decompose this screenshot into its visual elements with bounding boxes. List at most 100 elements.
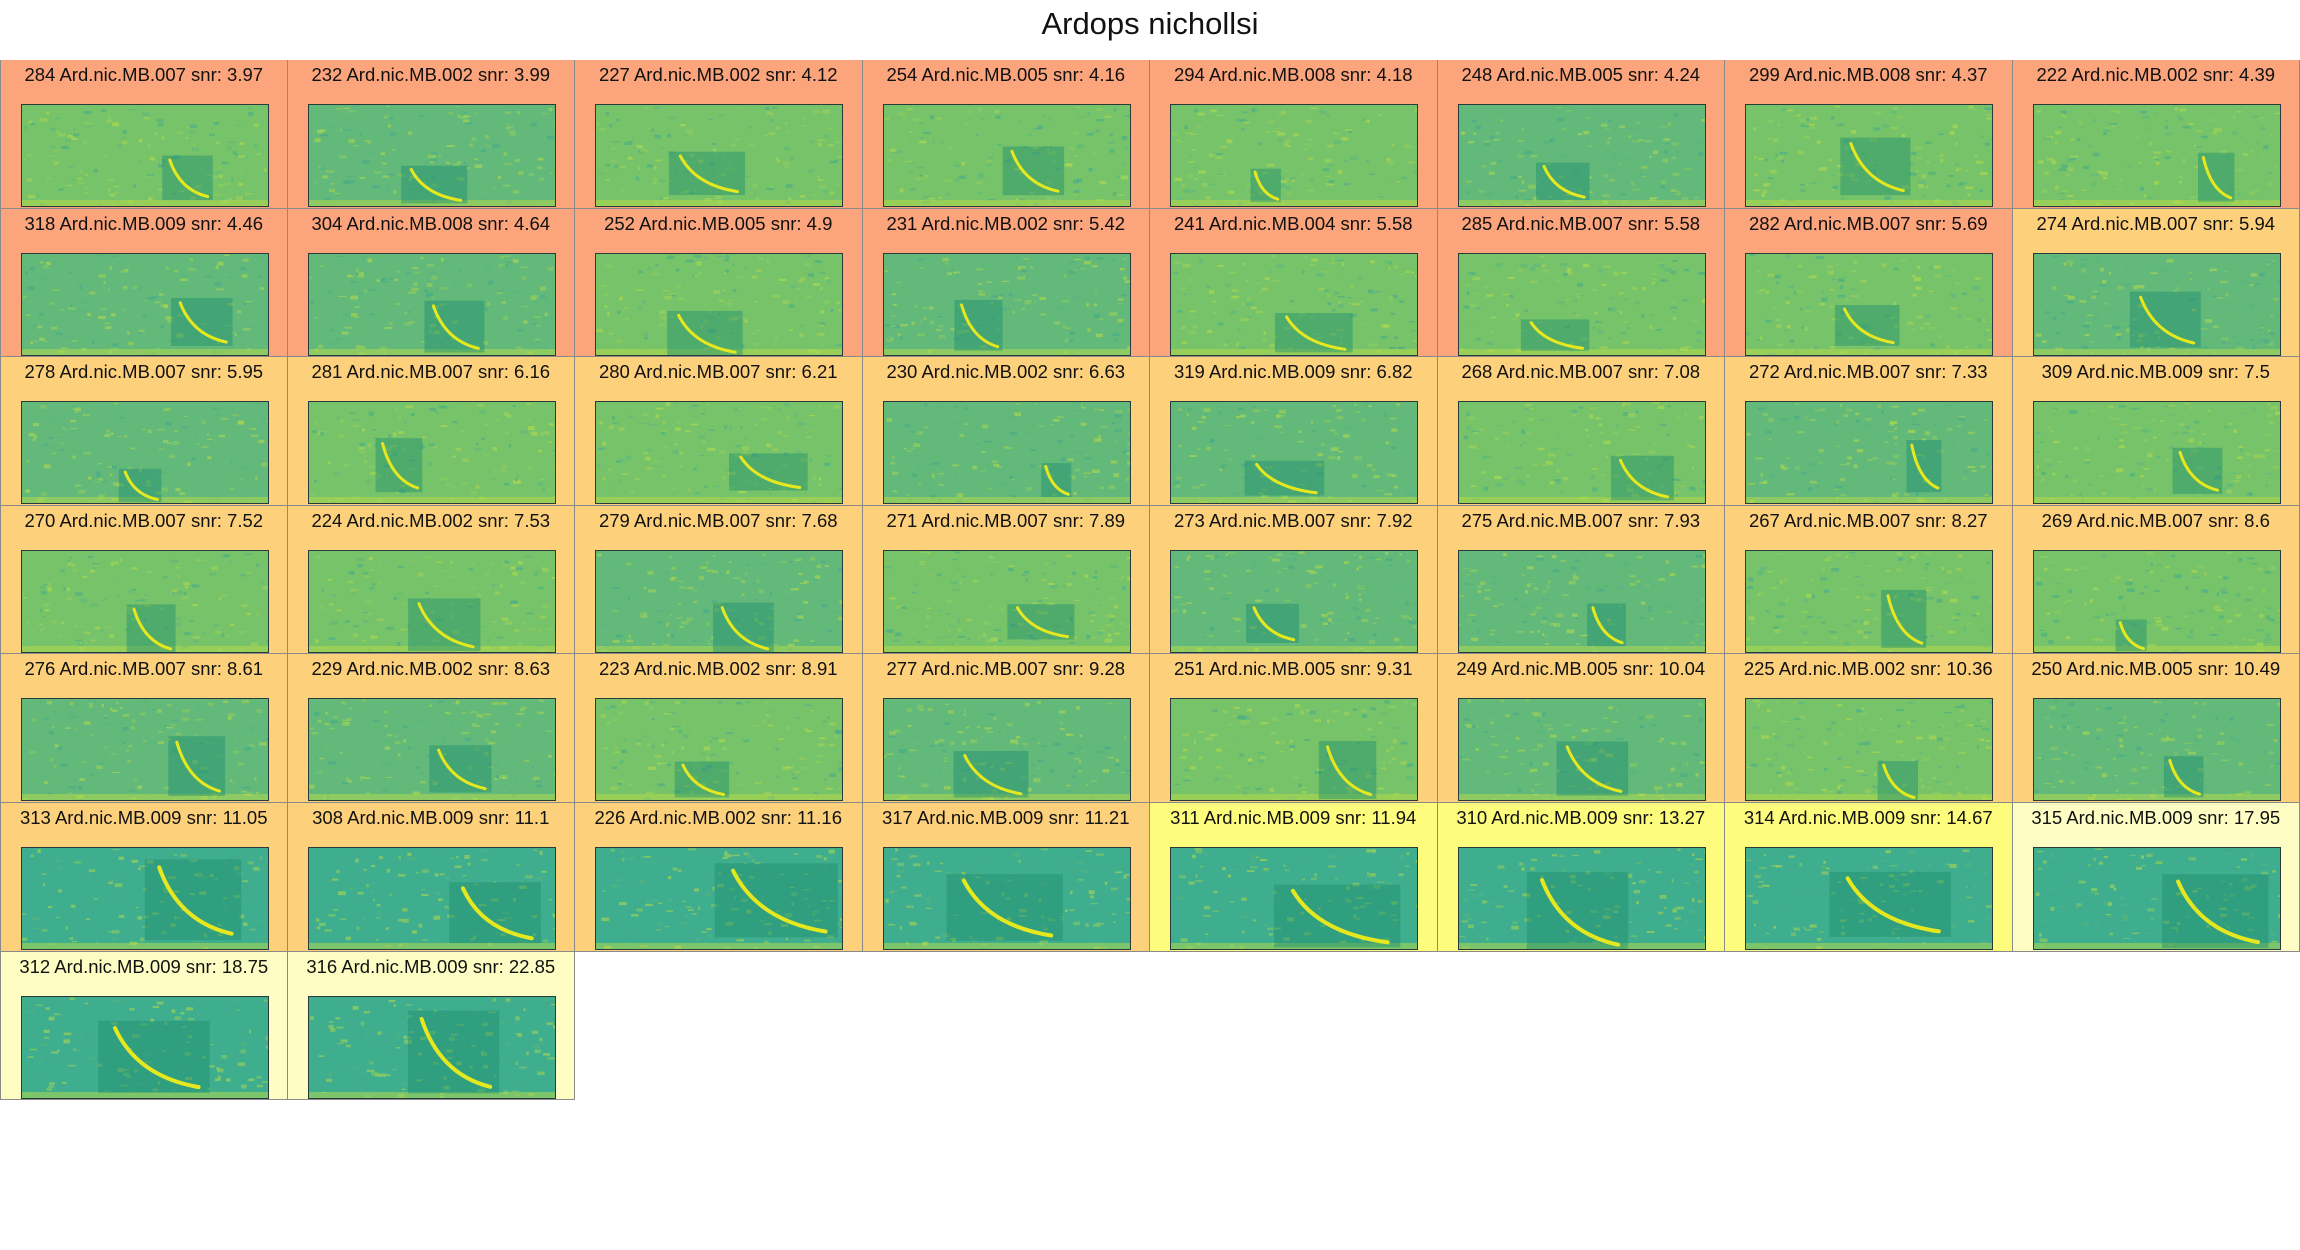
clip-label: 272 Ard.nic.MB.007 snr: 7.33 — [1748, 361, 1988, 383]
clip-cell[interactable]: 250 Ard.nic.MB.005 snr: 10.49 — [2012, 654, 2300, 803]
clip-cell[interactable]: 282 Ard.nic.MB.007 snr: 5.69 — [1725, 208, 2013, 358]
clip-cell[interactable]: 310 Ard.nic.MB.009 snr: 13.27 — [1437, 803, 1725, 952]
spectrogram-image — [1745, 401, 1993, 505]
clip-cell[interactable]: 304 Ard.nic.MB.008 snr: 4.64 — [287, 208, 575, 358]
clip-cell[interactable]: 270 Ard.nic.MB.007 snr: 7.52 — [0, 505, 288, 655]
spectrogram-image — [1457, 104, 1706, 207]
clip-label: 318 Ard.nic.MB.009 snr: 4.46 — [24, 212, 264, 234]
clip-label: 314 Ard.nic.MB.009 snr: 14.67 — [1743, 807, 1993, 828]
clip-cell[interactable]: 231 Ard.nic.MB.002 snr: 5.42 — [862, 208, 1150, 358]
clip-label: 275 Ard.nic.MB.007 snr: 7.93 — [1461, 509, 1701, 531]
clip-cell[interactable]: 269 Ard.nic.MB.007 snr: 8.6 — [2012, 505, 2300, 655]
clip-cell[interactable]: 271 Ard.nic.MB.007 snr: 7.89 — [862, 505, 1150, 655]
spectrogram-image — [1457, 252, 1706, 356]
clip-cell[interactable]: 273 Ard.nic.MB.007 snr: 7.92 — [1150, 505, 1438, 655]
spectrogram-image — [307, 252, 556, 356]
clip-label: 249 Ard.nic.MB.005 snr: 10.04 — [1456, 658, 1706, 680]
clip-cell[interactable]: 277 Ard.nic.MB.007 snr: 9.28 — [862, 654, 1150, 803]
clip-cell[interactable]: 272 Ard.nic.MB.007 snr: 7.33 — [1725, 357, 2013, 506]
spectrogram-image — [1457, 549, 1706, 653]
spectrogram-image — [1745, 698, 1993, 802]
clip-cell[interactable]: 280 Ard.nic.MB.007 snr: 6.21 — [575, 357, 863, 506]
spectrogram-image — [21, 104, 269, 207]
clip-label: 310 Ard.nic.MB.009 snr: 13.27 — [1456, 807, 1706, 828]
spectrogram-image — [21, 549, 269, 653]
clip-cell[interactable]: 254 Ard.nic.MB.005 snr: 4.16 — [862, 60, 1150, 209]
clip-cell[interactable]: 316 Ard.nic.MB.009 snr: 22.85 — [287, 951, 575, 1101]
clip-label: 285 Ard.nic.MB.007 snr: 5.58 — [1461, 212, 1701, 234]
clip-cell[interactable]: 318 Ard.nic.MB.009 snr: 4.46 — [0, 208, 288, 358]
clip-cell[interactable]: 294 Ard.nic.MB.008 snr: 4.18 — [1150, 60, 1438, 209]
clip-label: 270 Ard.nic.MB.007 snr: 7.52 — [24, 509, 264, 531]
clip-cell[interactable]: 229 Ard.nic.MB.002 snr: 8.63 — [287, 654, 575, 803]
clip-cell[interactable]: 312 Ard.nic.MB.009 snr: 18.75 — [0, 951, 288, 1101]
spectrogram-image — [307, 847, 556, 950]
clip-cell[interactable]: 232 Ard.nic.MB.002 snr: 3.99 — [287, 60, 575, 209]
clip-cell[interactable]: 279 Ard.nic.MB.007 snr: 7.68 — [575, 505, 863, 655]
spectrogram-image — [882, 549, 1131, 653]
clip-label: 230 Ard.nic.MB.002 snr: 6.63 — [886, 361, 1126, 383]
clip-cell[interactable]: 226 Ard.nic.MB.002 snr: 11.16 — [575, 803, 863, 952]
spectrogram-image — [307, 995, 556, 1099]
spectrogram-image — [882, 104, 1131, 207]
page-title: Ardops nichollsi — [1041, 6, 1259, 41]
clip-cell[interactable]: 227 Ard.nic.MB.002 snr: 4.12 — [575, 60, 863, 209]
clip-cell[interactable]: 278 Ard.nic.MB.007 snr: 5.95 — [0, 357, 288, 506]
clip-cell[interactable]: 309 Ard.nic.MB.009 snr: 7.5 — [2012, 357, 2300, 506]
clip-label: 309 Ard.nic.MB.009 snr: 7.5 — [2041, 361, 2270, 383]
spectrogram-image — [1457, 401, 1706, 505]
clip-cell[interactable]: 223 Ard.nic.MB.002 snr: 8.91 — [575, 654, 863, 803]
clip-label: 312 Ard.nic.MB.009 snr: 18.75 — [19, 955, 269, 977]
clip-label: 274 Ard.nic.MB.007 snr: 5.94 — [2036, 212, 2276, 234]
spectrogram-image — [595, 549, 843, 653]
clip-cell[interactable]: 315 Ard.nic.MB.009 snr: 17.95 — [2012, 803, 2300, 952]
clip-cell[interactable]: 252 Ard.nic.MB.005 snr: 4.9 — [575, 208, 863, 358]
spectrogram-image — [21, 995, 269, 1099]
spectrogram-image — [1170, 401, 1418, 505]
clip-cell[interactable]: 284 Ard.nic.MB.007 snr: 3.97 — [0, 60, 288, 209]
clip-label: 232 Ard.nic.MB.002 snr: 3.99 — [311, 64, 551, 85]
clip-cell[interactable]: 248 Ard.nic.MB.005 snr: 4.24 — [1437, 60, 1725, 209]
clip-cell[interactable]: 267 Ard.nic.MB.007 snr: 8.27 — [1725, 505, 2013, 655]
clip-cell[interactable]: 308 Ard.nic.MB.009 snr: 11.1 — [287, 803, 575, 952]
clip-cell[interactable]: 249 Ard.nic.MB.005 snr: 10.04 — [1437, 654, 1725, 803]
clip-label: 271 Ard.nic.MB.007 snr: 7.89 — [886, 509, 1126, 531]
spectrogram-image — [1170, 104, 1418, 207]
spectrogram-image — [595, 401, 843, 505]
clip-cell[interactable]: 317 Ard.nic.MB.009 snr: 11.21 — [862, 803, 1150, 952]
clip-cell[interactable]: 319 Ard.nic.MB.009 snr: 6.82 — [1150, 357, 1438, 506]
clip-label: 225 Ard.nic.MB.002 snr: 10.36 — [1743, 658, 1993, 680]
clip-label: 226 Ard.nic.MB.002 snr: 11.16 — [594, 807, 842, 828]
clip-label: 248 Ard.nic.MB.005 snr: 4.24 — [1461, 64, 1701, 85]
spectrogram-image — [21, 847, 269, 950]
clip-label: 294 Ard.nic.MB.008 snr: 4.18 — [1173, 64, 1413, 85]
spectrogram-image — [595, 252, 843, 356]
clip-label: 319 Ard.nic.MB.009 snr: 6.82 — [1173, 361, 1413, 383]
clip-cell[interactable]: 251 Ard.nic.MB.005 snr: 9.31 — [1150, 654, 1438, 803]
clip-cell[interactable]: 275 Ard.nic.MB.007 snr: 7.93 — [1437, 505, 1725, 655]
clip-cell[interactable]: 311 Ard.nic.MB.009 snr: 11.94 — [1150, 803, 1438, 952]
clip-cell[interactable]: 225 Ard.nic.MB.002 snr: 10.36 — [1725, 654, 2013, 803]
spectrogram-image — [21, 252, 269, 356]
clip-cell[interactable]: 313 Ard.nic.MB.009 snr: 11.05 — [0, 803, 288, 952]
clip-cell[interactable]: 268 Ard.nic.MB.007 snr: 7.08 — [1437, 357, 1725, 506]
clip-cell[interactable]: 224 Ard.nic.MB.002 snr: 7.53 — [287, 505, 575, 655]
spectrogram-image — [595, 847, 843, 950]
clip-label: 284 Ard.nic.MB.007 snr: 3.97 — [24, 64, 264, 85]
clip-label: 269 Ard.nic.MB.007 snr: 8.6 — [2041, 509, 2270, 531]
clip-label: 316 Ard.nic.MB.009 snr: 22.85 — [306, 955, 556, 977]
clip-cell[interactable]: 276 Ard.nic.MB.007 snr: 8.61 — [0, 654, 288, 803]
clip-cell[interactable]: 222 Ard.nic.MB.002 snr: 4.39 — [2012, 60, 2300, 209]
clip-label: 250 Ard.nic.MB.005 snr: 10.49 — [2031, 658, 2281, 680]
clip-label: 280 Ard.nic.MB.007 snr: 6.21 — [598, 361, 838, 383]
spectrogram-image — [2032, 401, 2281, 505]
clip-label: 251 Ard.nic.MB.005 snr: 9.31 — [1173, 658, 1413, 680]
clip-cell[interactable]: 281 Ard.nic.MB.007 snr: 6.16 — [287, 357, 575, 506]
clip-cell[interactable]: 299 Ard.nic.MB.008 snr: 4.37 — [1725, 60, 2013, 209]
clip-cell[interactable]: 230 Ard.nic.MB.002 snr: 6.63 — [862, 357, 1150, 506]
clip-cell[interactable]: 314 Ard.nic.MB.009 snr: 14.67 — [1725, 803, 2013, 952]
clip-cell[interactable]: 274 Ard.nic.MB.007 snr: 5.94 — [2012, 208, 2300, 358]
clip-cell[interactable]: 241 Ard.nic.MB.004 snr: 5.58 — [1150, 208, 1438, 358]
clip-cell[interactable]: 285 Ard.nic.MB.007 snr: 5.58 — [1437, 208, 1725, 358]
spectrogram-image — [307, 698, 556, 802]
